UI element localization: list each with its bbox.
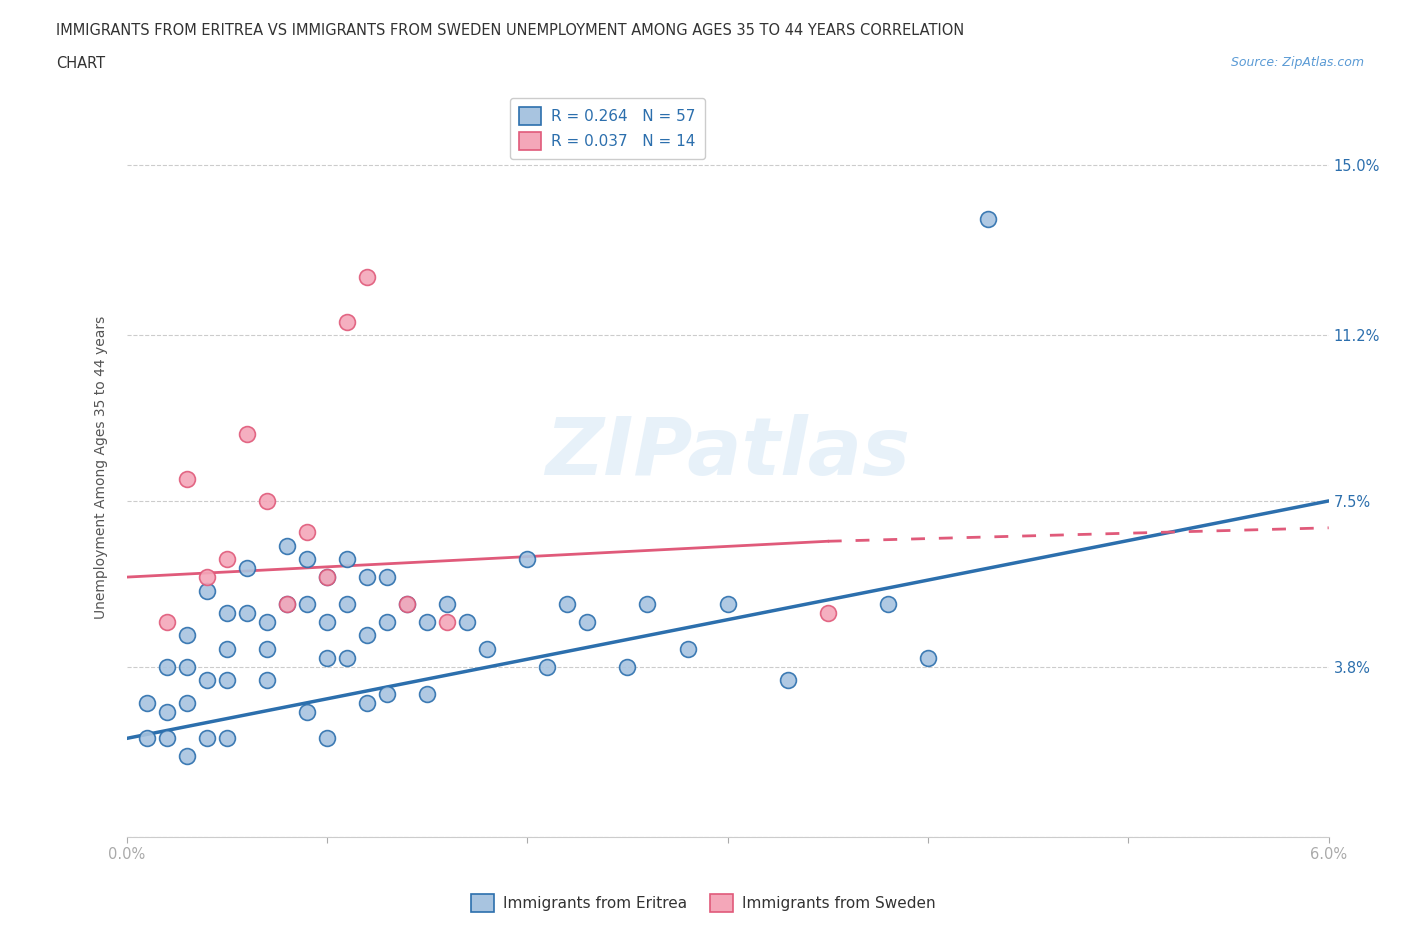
Text: CHART: CHART [56, 56, 105, 71]
Legend: R = 0.264   N = 57, R = 0.037   N = 14: R = 0.264 N = 57, R = 0.037 N = 14 [510, 98, 704, 159]
Point [135, 695, 157, 710]
Point [356, 628, 378, 643]
Point [235, 561, 259, 576]
Point [195, 583, 218, 598]
Point [315, 615, 337, 630]
Point [356, 270, 378, 285]
Point [336, 596, 359, 611]
Point [215, 731, 238, 746]
Point [176, 749, 198, 764]
Point [356, 695, 378, 710]
Point [176, 628, 198, 643]
Point [877, 596, 900, 611]
Point [295, 551, 318, 566]
Point [716, 596, 740, 611]
Point [155, 615, 177, 630]
Point [215, 672, 238, 687]
Point [176, 659, 198, 674]
Point [195, 731, 218, 746]
Point [256, 672, 278, 687]
Point [295, 525, 318, 539]
Point [336, 314, 359, 329]
Point [276, 596, 298, 611]
Point [396, 596, 419, 611]
Point [336, 551, 359, 566]
Point [817, 605, 839, 620]
Point [396, 596, 419, 611]
Point [516, 551, 538, 566]
Point [315, 650, 337, 665]
Point [436, 596, 458, 611]
Point [475, 642, 498, 657]
Point [155, 731, 177, 746]
Point [155, 659, 177, 674]
Point [576, 615, 599, 630]
Point [295, 704, 318, 719]
Point [616, 659, 638, 674]
Text: ZIPatlas: ZIPatlas [546, 414, 910, 492]
Point [135, 731, 157, 746]
Point [356, 570, 378, 585]
Point [416, 615, 439, 630]
Point [375, 570, 398, 585]
Point [676, 642, 699, 657]
Point [276, 596, 298, 611]
Point [375, 615, 398, 630]
Point [295, 596, 318, 611]
Text: Source: ZipAtlas.com: Source: ZipAtlas.com [1230, 56, 1364, 69]
Point [276, 538, 298, 553]
Point [416, 686, 439, 701]
Point [977, 211, 1000, 226]
Point [636, 596, 658, 611]
Point [235, 426, 259, 441]
Point [256, 494, 278, 509]
Point [375, 686, 398, 701]
Point [456, 615, 478, 630]
Point [315, 570, 337, 585]
Legend: Immigrants from Eritrea, Immigrants from Sweden: Immigrants from Eritrea, Immigrants from… [464, 888, 942, 918]
Point [176, 695, 198, 710]
Point [215, 605, 238, 620]
Point [315, 570, 337, 585]
Point [776, 672, 799, 687]
Point [195, 672, 218, 687]
Point [315, 731, 337, 746]
Point [176, 472, 198, 486]
Point [195, 570, 218, 585]
Y-axis label: Unemployment Among Ages 35 to 44 years: Unemployment Among Ages 35 to 44 years [94, 315, 108, 619]
Text: IMMIGRANTS FROM ERITREA VS IMMIGRANTS FROM SWEDEN UNEMPLOYMENT AMONG AGES 35 TO : IMMIGRANTS FROM ERITREA VS IMMIGRANTS FR… [56, 23, 965, 38]
Point [336, 650, 359, 665]
Point [256, 615, 278, 630]
Point [555, 596, 579, 611]
Point [215, 642, 238, 657]
Point [235, 605, 259, 620]
Point [917, 650, 939, 665]
Point [436, 615, 458, 630]
Point [155, 704, 177, 719]
Point [215, 551, 238, 566]
Point [256, 642, 278, 657]
Point [536, 659, 558, 674]
